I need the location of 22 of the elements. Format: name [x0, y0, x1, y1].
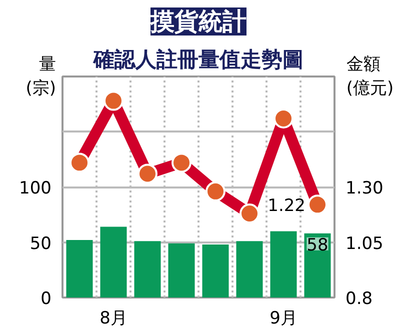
y2-tick-label: 0.8: [346, 289, 373, 309]
y2-tick-label: 1.05: [346, 234, 384, 254]
bar: [202, 244, 229, 298]
chart-subtitle: 確認人註冊量值走勢圖: [92, 48, 304, 72]
x-tick-label: 9月: [270, 308, 298, 328]
chart-title: 摸貨統計: [150, 8, 246, 36]
bar: [134, 241, 161, 298]
x-tick-label: 8月: [100, 308, 128, 328]
bar: [100, 226, 127, 298]
y-tick-label: 50: [30, 234, 52, 254]
y2-tick-label: 1.30: [346, 178, 384, 198]
data-label: 58: [306, 235, 328, 256]
y2-axis-title: 金額 (億元): [346, 54, 394, 98]
bar: [304, 233, 331, 298]
data-label: 1.22: [268, 196, 306, 216]
bar: [66, 240, 93, 298]
bar: [270, 231, 297, 298]
bar: [168, 243, 195, 298]
y-tick-label: 0: [40, 289, 52, 309]
y-axis-title: 量 (宗): [26, 54, 56, 98]
y-tick-label: 100: [19, 178, 52, 198]
bar: [236, 241, 263, 298]
